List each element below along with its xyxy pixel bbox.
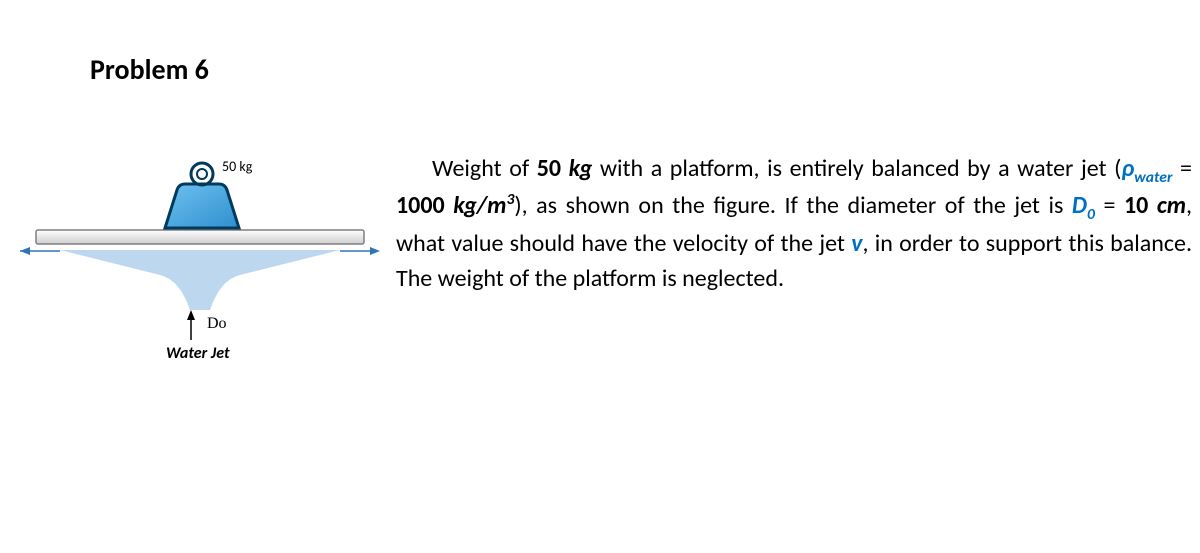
t17: 10: [1124, 191, 1148, 220]
jet-diameter-label: Do: [207, 315, 227, 333]
t5: with a platform, is entirely balanced by…: [592, 154, 1121, 183]
t3: [561, 154, 569, 183]
t8: =: [1172, 154, 1192, 183]
weight-body: [165, 184, 239, 228]
problem-title: Problem 6: [90, 52, 209, 87]
platform-bar: [36, 230, 364, 244]
water-jet-label: Water Jet: [166, 344, 229, 363]
rho-subscript: water: [1134, 168, 1172, 187]
d-subscript: 0: [1087, 205, 1095, 224]
t18: [1148, 191, 1157, 220]
t16: =: [1095, 191, 1124, 220]
t13: ), as shown on the figure. If the diamet…: [514, 191, 1072, 220]
arrow-left-head: [20, 247, 30, 255]
t19: cm: [1157, 191, 1186, 220]
t4: kg: [569, 154, 593, 183]
t1: Weight of: [432, 154, 537, 183]
t2: 50: [537, 154, 561, 183]
d-symbol: D: [1072, 191, 1087, 220]
t9: 1000: [396, 191, 445, 220]
water-spread: [60, 250, 340, 310]
mass-label: 50 kg: [222, 158, 252, 175]
arrow-right-head: [370, 247, 380, 255]
v-symbol: v: [851, 229, 862, 258]
t11: kg/m: [453, 191, 506, 220]
weight-handle-inner: [197, 169, 207, 179]
t10: [445, 191, 454, 220]
problem-statement: Weight of 50 kg with a platform, is enti…: [396, 152, 1192, 296]
rho-symbol: ρ: [1121, 154, 1134, 183]
jet-arrow-head: [187, 310, 195, 320]
